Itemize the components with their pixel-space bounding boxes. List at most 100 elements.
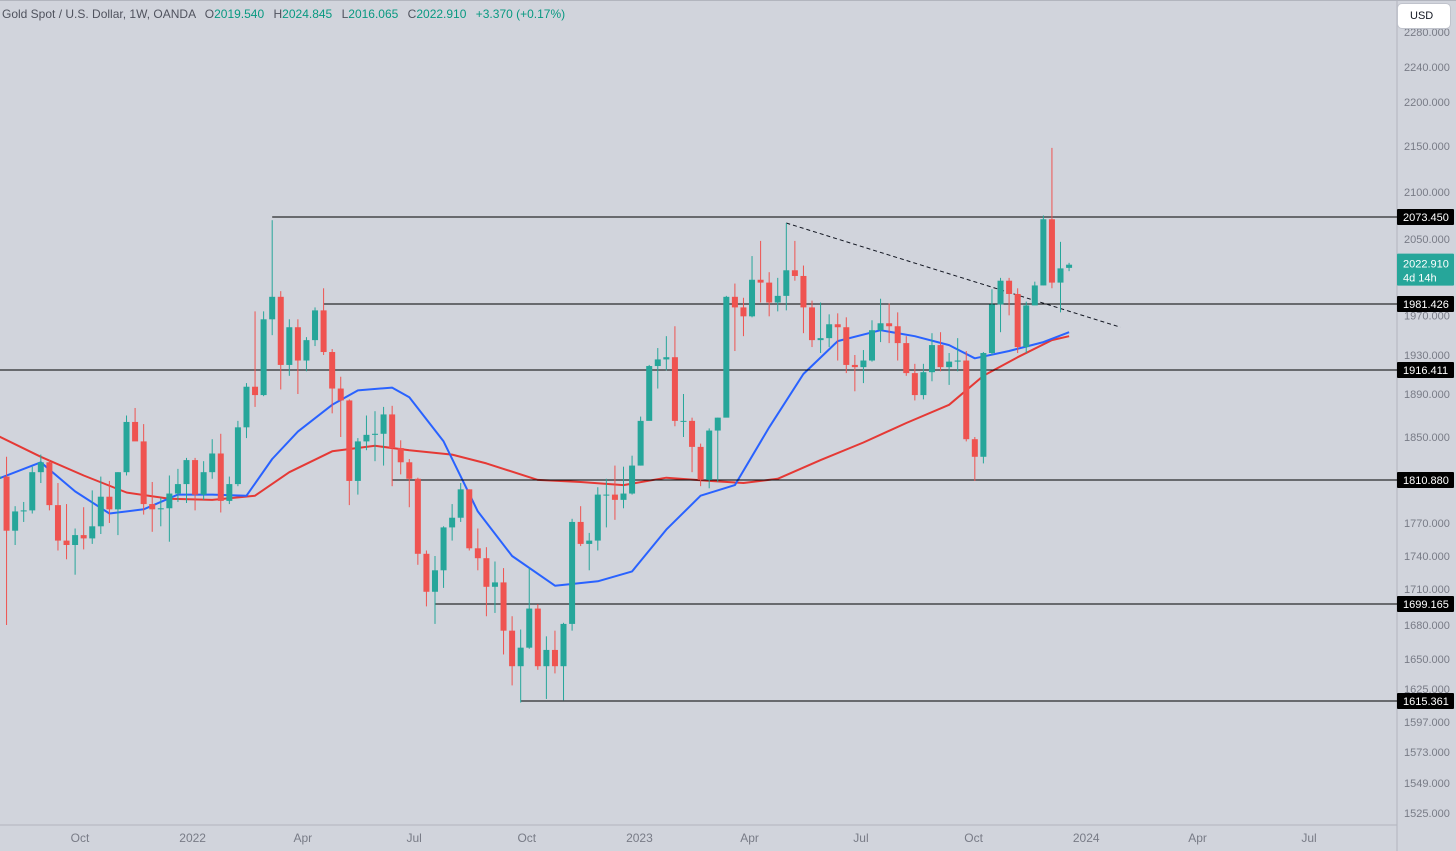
candle-body [200, 472, 207, 495]
candle-body [834, 324, 841, 328]
candle-body [928, 345, 935, 373]
candle-body [740, 307, 747, 317]
price-tick-label: 1573.000 [1404, 747, 1450, 759]
candle-body [783, 270, 790, 296]
candle-body [20, 510, 27, 512]
time-tick-label: Oct [517, 831, 536, 845]
candle-body [551, 649, 558, 667]
last-price-label: 2022.910 [1403, 259, 1449, 271]
change-value: +3.370 (+0.17%) [475, 7, 566, 21]
candle-body [192, 460, 199, 495]
candle-body [0, 476, 1, 479]
candle-body [389, 414, 396, 448]
close-label: C [407, 7, 417, 21]
ma-fast-line [0, 329, 1070, 587]
candle-body [29, 472, 36, 511]
time-tick-label: Apr [1188, 831, 1207, 845]
candle-body [12, 511, 19, 531]
candle-body [286, 327, 293, 365]
candle-body [706, 430, 713, 480]
time-tick-label: Jul [407, 831, 422, 845]
ma-slow-line [0, 335, 1070, 501]
time-tick-label: Jul [1301, 831, 1316, 845]
candle-body [988, 304, 995, 354]
candle-body [106, 496, 113, 510]
candle-body [723, 296, 730, 418]
candle-body [1014, 293, 1021, 348]
candle-body [132, 421, 139, 442]
candle-body [620, 493, 627, 500]
candle-body [526, 608, 533, 648]
price-tick-label: 1597.000 [1404, 717, 1450, 729]
price-tick-label: 1525.000 [1404, 808, 1450, 820]
price-tick-label: 2100.000 [1404, 187, 1450, 199]
candle-body [457, 489, 464, 518]
high-value: 2024.845 [282, 7, 333, 21]
open-value: 2019.540 [214, 7, 265, 21]
level-price-tag [1397, 208, 1454, 225]
candle-body [89, 526, 96, 539]
candle-body [1057, 268, 1064, 283]
candle-body [894, 326, 901, 344]
candle-body [1048, 219, 1055, 283]
candle-body [697, 446, 704, 480]
price-tick-label: 1680.000 [1404, 620, 1450, 632]
candle-body [431, 570, 438, 592]
candle-body [63, 540, 70, 545]
candle-body [363, 434, 370, 442]
price-tick-label: 1650.000 [1404, 654, 1450, 666]
candle-body [346, 400, 353, 481]
candle-body [243, 386, 250, 428]
candle-body [826, 324, 833, 339]
candle-body [474, 548, 481, 559]
price-tick-label: 1930.000 [1404, 350, 1450, 362]
candle-body [466, 489, 473, 549]
time-tick-label: 2022 [179, 831, 206, 845]
candle-body [123, 421, 130, 473]
price-tick-label: 2200.000 [1404, 97, 1450, 109]
dashed-trendline[interactable] [786, 222, 1121, 328]
currency-label: USD [1410, 10, 1434, 22]
price-tick-label: 2280.000 [1404, 27, 1450, 39]
time-tick-label: Oct [964, 831, 983, 845]
level-price-tag [1397, 362, 1454, 378]
candle-body [354, 441, 361, 481]
candle-body [774, 295, 781, 303]
candle-body [372, 433, 379, 435]
time-tick-label: 2024 [1073, 831, 1100, 845]
symbol-title: Gold Spot / U.S. Dollar, 1W, OANDA [2, 7, 196, 21]
candle-body [757, 279, 764, 283]
candle-body [329, 352, 336, 389]
candle-body [157, 508, 164, 510]
candle-body [843, 327, 850, 365]
candle-body [714, 417, 721, 431]
candle-body [183, 460, 190, 485]
candle-body [646, 366, 653, 421]
time-tick-label: Jul [853, 831, 868, 845]
candle-body [637, 420, 644, 466]
price-tick-label: 1850.000 [1404, 432, 1450, 444]
candle-body [809, 307, 816, 341]
candle-body [586, 540, 593, 544]
candle-body [800, 275, 807, 308]
candle-body [1066, 264, 1073, 268]
candle-body [174, 484, 181, 494]
candle-body [483, 558, 490, 587]
currency-button[interactable]: USD [1398, 4, 1450, 28]
candle-body [611, 494, 618, 500]
candle-body [1006, 280, 1013, 294]
price-tick-label: 1890.000 [1404, 389, 1450, 401]
open-label: O [204, 7, 215, 21]
candle-body [114, 472, 121, 510]
level-price-label: 1916.411 [1403, 365, 1448, 377]
candle-body [97, 496, 104, 527]
candle-body [594, 494, 601, 541]
price-tick-label: 1549.000 [1404, 778, 1450, 790]
candle-body [277, 296, 284, 365]
bar-countdown-label: 4d 14h [1403, 273, 1437, 285]
candle-body [80, 535, 87, 539]
candle-body [149, 504, 156, 510]
candle-body [971, 439, 978, 457]
candle-body [731, 296, 738, 308]
